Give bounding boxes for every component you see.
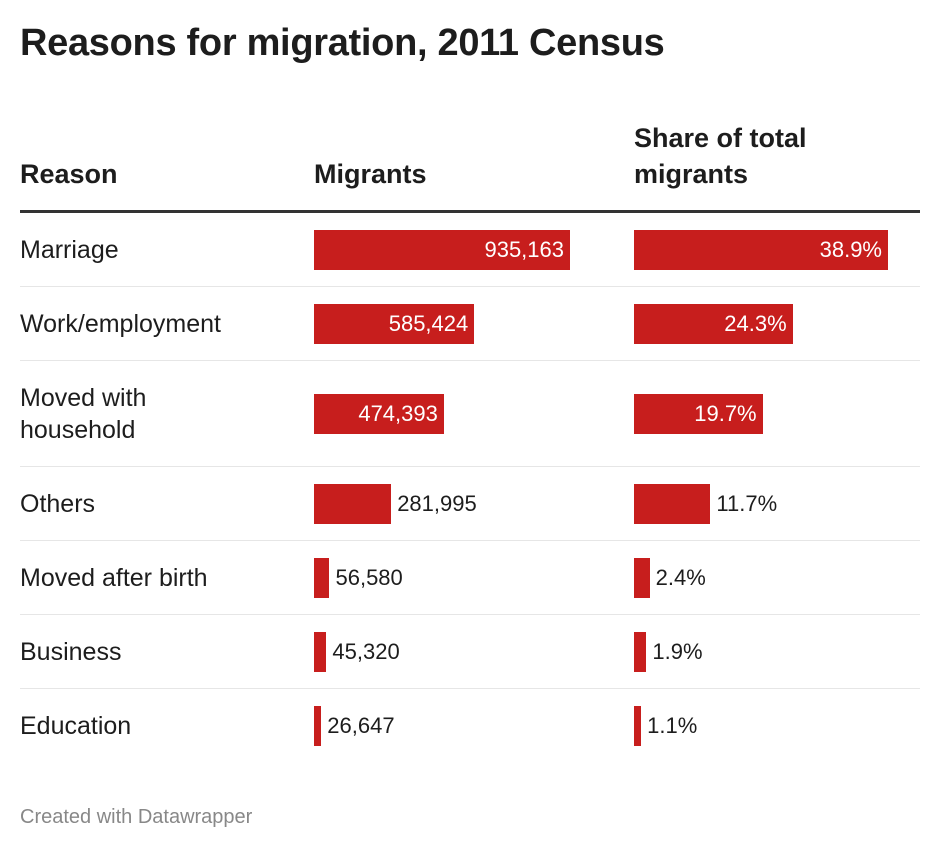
- share-cell: 19.7%: [634, 393, 920, 434]
- table-header: Reason Migrants Share of total migrants: [20, 120, 920, 213]
- reason-label: Moved after birth: [20, 563, 208, 592]
- table-row: Moved after birth 56,580 2.4%: [20, 541, 920, 615]
- share-cell: 2.4%: [634, 557, 920, 598]
- share-cell: 1.9%: [634, 631, 920, 672]
- share-bar: [634, 483, 711, 524]
- share-cell: 38.9%: [634, 229, 920, 270]
- reason-label: Education: [20, 712, 132, 740]
- share-value: 1.1%: [647, 713, 698, 738]
- migrants-value: 56,580: [335, 564, 403, 590]
- migrants-bar: [314, 631, 327, 672]
- share-value: 19.7%: [694, 400, 757, 426]
- reason-label: Marriage: [20, 235, 119, 264]
- share-value: 11.7%: [716, 490, 778, 516]
- migrants-bar: [314, 557, 330, 598]
- data-table: Reason Migrants Share of total migrants …: [20, 120, 920, 763]
- reason-label: Others: [20, 489, 96, 518]
- share-bar: [634, 557, 650, 598]
- migrants-cell: 281,995: [314, 483, 634, 524]
- share-bar: [634, 631, 647, 672]
- share-cell: 11.7%: [634, 483, 920, 524]
- migrants-value: 26,647: [327, 713, 395, 738]
- migrants-bar: [314, 483, 392, 524]
- share-value: 1.9%: [652, 638, 703, 664]
- migrants-cell: 56,580: [314, 557, 634, 598]
- migrants-bar: 585,424: [314, 303, 475, 344]
- table-row: Moved with household 474,393 19.7%: [20, 361, 920, 467]
- table-row: Marriage 935,163 38.9%: [20, 213, 920, 287]
- share-bar: [634, 706, 642, 746]
- share-cell: 24.3%: [634, 303, 920, 344]
- table-row: Others 281,995 11.7%: [20, 467, 920, 541]
- migrants-cell: 45,320: [314, 631, 634, 672]
- table-row: Business 45,320 1.9%: [20, 615, 920, 689]
- migrants-cell: 585,424: [314, 303, 634, 344]
- share-cell: 1.1%: [634, 706, 920, 746]
- migrants-cell: 26,647: [314, 706, 634, 746]
- migrants-cell: 474,393: [314, 393, 634, 434]
- table-row: Education 26,647 1.1%: [20, 689, 920, 763]
- chart-title: Reasons for migration, 2011 Census: [20, 22, 665, 64]
- migrants-value: 935,163: [484, 236, 564, 262]
- column-header-migrants[interactable]: Migrants: [314, 159, 427, 189]
- migrants-bar: 935,163: [314, 229, 570, 270]
- migrants-cell: 935,163: [314, 229, 634, 270]
- migrants-value: 585,424: [388, 310, 469, 336]
- reason-label: Work/employment: [20, 309, 221, 338]
- column-header-share[interactable]: Share of total migrants: [634, 123, 807, 189]
- footer-credit: Created with Datawrapper: [20, 806, 253, 828]
- migrants-value: 45,320: [332, 638, 400, 664]
- reason-label: Moved with household: [20, 383, 147, 444]
- migrants-value: 474,393: [358, 400, 438, 426]
- share-value: 24.3%: [724, 310, 787, 336]
- share-value: 38.9%: [819, 236, 882, 262]
- migrants-bar: 474,393: [314, 393, 444, 434]
- migrants-bar: [314, 706, 322, 746]
- share-value: 2.4%: [655, 564, 706, 590]
- column-header-reason[interactable]: Reason: [20, 159, 118, 189]
- migrants-value: 281,995: [397, 490, 477, 516]
- reason-label: Business: [20, 637, 122, 666]
- share-bar: 24.3%: [634, 303, 793, 344]
- table-body: Marriage 935,163 38.9% Work/employment 585,4…: [20, 213, 920, 763]
- share-bar: 38.9%: [634, 229, 888, 270]
- table-row: Work/employment 585,424 24.3%: [20, 287, 920, 361]
- share-bar: 19.7%: [634, 393, 763, 434]
